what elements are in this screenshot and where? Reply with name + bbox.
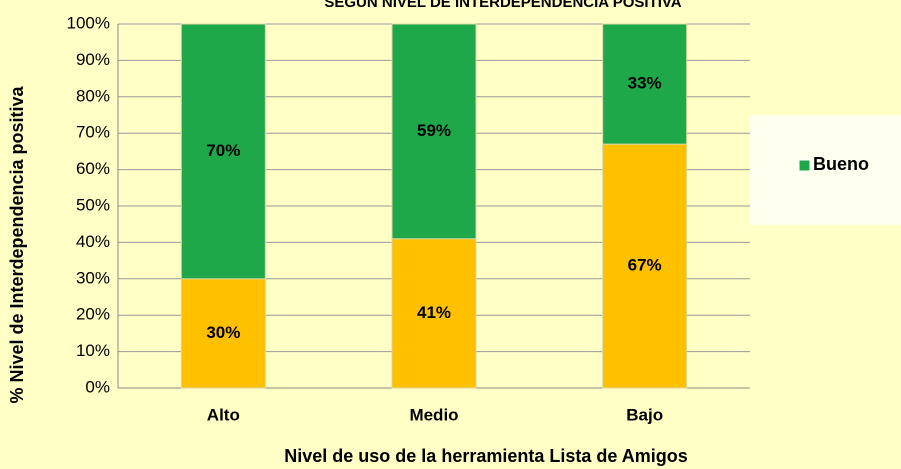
y-tick-label: 10% <box>76 341 110 360</box>
data-label: 70% <box>206 141 240 160</box>
bar-segment <box>180 23 266 280</box>
bar-segment <box>602 23 688 145</box>
data-label: 41% <box>417 303 451 322</box>
y-tick-label: 30% <box>76 268 110 287</box>
x-tick-label: Medio <box>409 405 458 424</box>
data-label: 30% <box>206 323 240 342</box>
y-tick-label: 20% <box>76 305 110 324</box>
y-tick-label: 60% <box>76 159 110 178</box>
bar-segment <box>391 238 477 389</box>
y-tick-label: 90% <box>76 50 110 69</box>
y-tick-label: 70% <box>76 123 110 142</box>
legend <box>750 115 901 225</box>
y-tick-label: 80% <box>76 86 110 105</box>
x-tick-label: Bajo <box>626 405 663 424</box>
y-tick-label: 0% <box>85 377 110 396</box>
data-label: 33% <box>628 74 662 93</box>
y-axis-title: % Nivel de Interdependencia positiva <box>7 85 27 403</box>
bar-segment <box>391 23 477 240</box>
bar-segment <box>180 278 266 389</box>
y-tick-label: 100% <box>67 13 110 32</box>
x-tick-label: Alto <box>207 405 240 424</box>
y-tick-label: 40% <box>76 232 110 251</box>
chart-title: SEGÚN NIVEL DE INTERDEPENDENCIA POSITIVA <box>324 0 681 11</box>
x-axis-title: Nivel de uso de la herramienta Lista de … <box>284 446 687 466</box>
y-tick-label: 50% <box>76 195 110 214</box>
legend-label: Bueno <box>813 154 869 174</box>
data-label: 59% <box>417 121 451 140</box>
legend-swatch <box>798 159 811 172</box>
bar-segment <box>602 143 688 389</box>
data-label: 67% <box>628 256 662 275</box>
